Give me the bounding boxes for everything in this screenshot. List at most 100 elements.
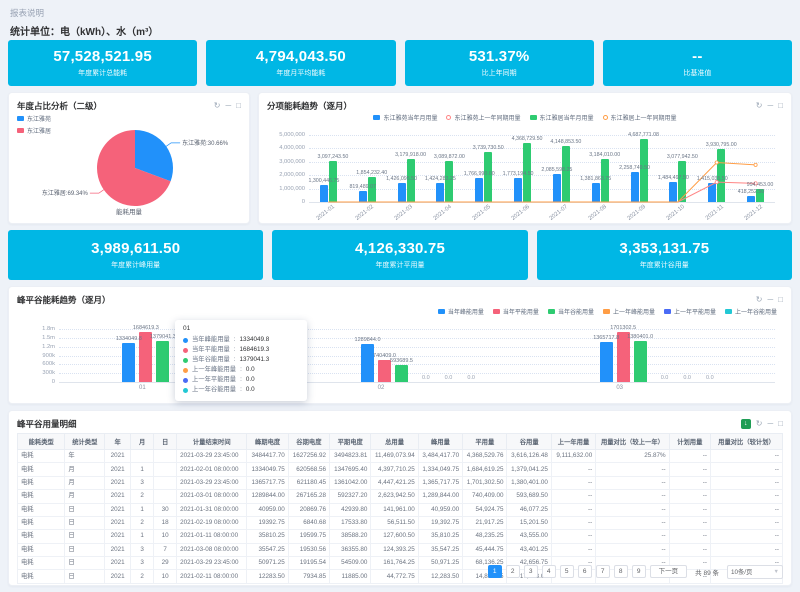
bar[interactable] [361, 344, 375, 382]
bar[interactable] [397, 182, 406, 202]
table-cell: 2021 [104, 462, 132, 477]
legend-item[interactable]: 东江雅苑 [17, 114, 51, 123]
bar[interactable] [139, 332, 153, 382]
bar[interactable] [445, 160, 454, 202]
legend-item[interactable]: 当年峰能用量 [437, 307, 484, 316]
refresh-icon[interactable]: ↻ [755, 418, 763, 428]
table-cell: -- [709, 489, 784, 504]
refresh-icon[interactable]: ↻ [755, 294, 763, 304]
table-cell: 1 [130, 529, 155, 544]
refresh-icon[interactable]: ↻ [213, 100, 221, 110]
fullscreen-icon[interactable]: □ [778, 418, 783, 428]
table-cell: 2 [130, 515, 155, 531]
collapse-icon[interactable]: ─ [767, 294, 774, 304]
bar-value-label: 1701302.5 [610, 324, 637, 331]
bar[interactable] [523, 143, 532, 202]
next-page-button[interactable]: 下一页 [649, 565, 688, 578]
bar[interactable] [678, 160, 687, 202]
bar-group: 1,426,095.50 3,179,918.00 [386, 135, 426, 202]
bar[interactable] [633, 341, 647, 382]
table-wrapper: 能耗类型 统计类型年月日计量结束时间 峰期电度 谷期电度 平期电度 总用量 峰用量 平用量 谷用… [16, 433, 784, 584]
bar[interactable] [406, 159, 415, 202]
bar[interactable] [600, 159, 609, 202]
legend-item[interactable]: 东江雅苑上一年同期用量 [446, 113, 521, 122]
legend-item[interactable]: 东江雅苑当年月用量 [373, 113, 437, 122]
bar[interactable] [319, 184, 328, 202]
legend-item[interactable]: 当年谷能用量 [547, 307, 594, 316]
bar[interactable] [747, 196, 756, 202]
bar[interactable] [708, 183, 717, 202]
bar[interactable] [669, 182, 678, 202]
legend-item[interactable]: 当年平能用量 [492, 307, 539, 316]
bar-group: 1289844.0 740409.0 593689.5 0.0 0.0 0.0 02 [298, 329, 537, 391]
pie-legend: 东江雅苑东江雅居 [17, 114, 51, 135]
legend-item[interactable]: 上一年峰能用量 [602, 307, 655, 316]
bar[interactable] [378, 360, 392, 382]
table-cell: -- [550, 542, 597, 558]
zero-label: 0.0 [467, 375, 475, 381]
fullscreen-icon[interactable]: □ [236, 100, 241, 110]
table-cell: -- [709, 515, 784, 531]
collapse-icon[interactable]: ─ [767, 100, 774, 110]
page-button-2[interactable]: 2 [505, 565, 520, 578]
page-button-8[interactable]: 8 [613, 565, 628, 578]
pie-slice[interactable] [96, 129, 171, 206]
bar[interactable] [717, 149, 726, 202]
bar[interactable] [616, 331, 630, 382]
legend-item[interactable]: 上一年平能用量 [663, 307, 716, 316]
bar[interactable] [358, 191, 367, 202]
collapse-icon[interactable]: ─ [767, 418, 774, 428]
bar[interactable] [630, 171, 639, 202]
page-button-1[interactable]: 1 [487, 565, 502, 578]
bar-value-label: 1,300,446.75 [308, 177, 340, 184]
page-button-9[interactable]: 9 [631, 565, 646, 578]
bar[interactable] [436, 182, 445, 202]
table-cell: 2021-03-29 23:45:00 [176, 448, 248, 464]
bar[interactable] [639, 139, 648, 202]
bar-slot: 4,368,729.50 [512, 135, 543, 202]
bar[interactable] [561, 146, 570, 202]
line-point[interactable] [753, 181, 758, 186]
legend-label: 东江雅居 [27, 129, 52, 135]
fullscreen-icon[interactable]: □ [778, 294, 783, 304]
bar[interactable] [156, 341, 170, 382]
export-excel-icon[interactable]: ↓ [740, 418, 751, 429]
tooltip-series-label: 上一年峰能用量 [192, 366, 237, 373]
fullscreen-icon[interactable]: □ [778, 100, 783, 110]
legend-item[interactable]: 东江雅居上一年同期用量 [602, 113, 677, 122]
bar[interactable] [591, 183, 600, 202]
page-button-3[interactable]: 3 [523, 565, 538, 578]
bar[interactable] [328, 160, 337, 202]
legend-item[interactable]: 东江雅居当年月用量 [529, 113, 594, 122]
bar[interactable] [599, 341, 613, 382]
bar-value-label: 1380401.0 [627, 334, 654, 341]
pie-slice[interactable] [135, 129, 173, 181]
line-point[interactable] [714, 180, 719, 185]
page-button-5[interactable]: 5 [559, 565, 574, 578]
page-button-6[interactable]: 6 [577, 565, 592, 578]
bar[interactable] [475, 178, 484, 202]
zero-label: 0.0 [422, 375, 430, 381]
bar[interactable] [484, 151, 493, 202]
page-size-select[interactable]: 10条/页 ▼ [727, 564, 783, 579]
legend-item[interactable]: 上一年谷能用量 [724, 307, 777, 316]
bar-slot: 4,687,771.08 [628, 132, 659, 202]
bar[interactable] [552, 174, 561, 202]
legend-item[interactable]: 东江雅居 [17, 126, 51, 135]
table-cell: -- [668, 542, 711, 558]
bar[interactable] [122, 342, 136, 382]
page-button-7[interactable]: 7 [595, 565, 610, 578]
line-point[interactable] [753, 162, 758, 167]
table-row: 电耗日 2021 1 10 2021-01-11 08:00:00 35810.25 195… [16, 529, 784, 544]
table-cell [153, 448, 178, 464]
collapse-icon[interactable]: ─ [225, 100, 232, 110]
tooltip-series-dot [183, 357, 188, 363]
page-button-4[interactable]: 4 [541, 565, 556, 578]
bar[interactable] [514, 178, 523, 202]
bar[interactable] [367, 177, 376, 202]
bar[interactable] [756, 188, 765, 202]
refresh-icon[interactable]: ↻ [755, 100, 763, 110]
line-point[interactable] [714, 160, 719, 165]
bar[interactable] [395, 364, 409, 382]
table-cell: -- [668, 515, 711, 531]
